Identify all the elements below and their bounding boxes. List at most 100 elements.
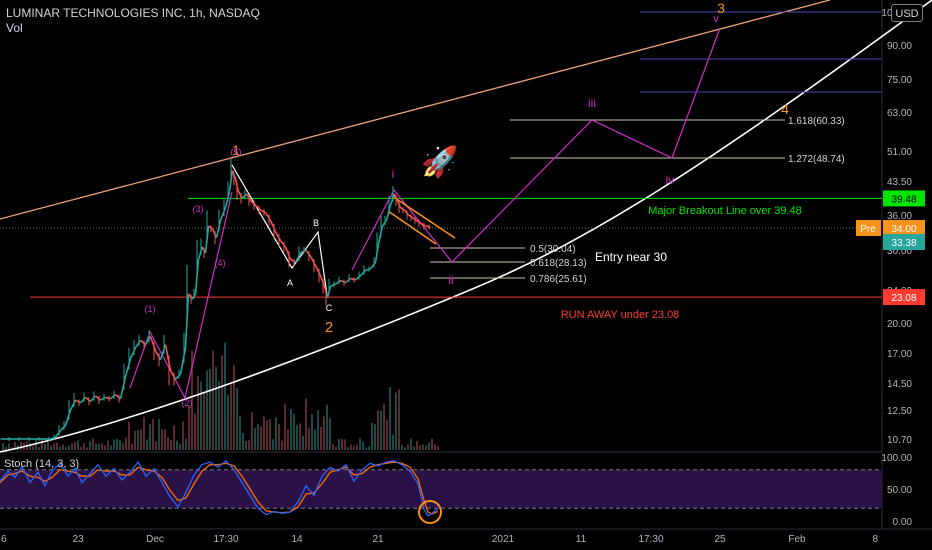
price-segment: [134, 339, 142, 349]
volume-bar: [293, 413, 295, 450]
volume-layer: [2, 342, 439, 450]
wave-minor-1: (1): [145, 304, 156, 314]
volume-bar: [290, 409, 292, 450]
volume-bar: [320, 426, 322, 450]
last-price-tag-bg: [883, 234, 925, 250]
wave-2-label: 2: [325, 319, 333, 336]
volume-bar: [284, 403, 286, 450]
price-segment: [269, 220, 277, 233]
price-segment: [164, 344, 172, 371]
price-segment: [179, 347, 187, 375]
volume-bar: [281, 440, 283, 450]
price-segment: [119, 376, 127, 399]
volume-bar: [410, 438, 412, 450]
volume-bar: [287, 429, 289, 450]
rocket-icon: 🚀: [421, 144, 458, 179]
abc-c-label: C: [326, 303, 333, 313]
price-segment: [340, 279, 346, 284]
volume-bar: [335, 446, 337, 450]
price-segment: [264, 212, 272, 221]
volume-bar: [119, 440, 121, 450]
volume-bar: [227, 394, 229, 450]
volume-bar: [56, 442, 58, 450]
volume-bar: [80, 446, 82, 450]
volume-bar: [314, 429, 316, 450]
volume-bar: [158, 419, 160, 450]
volume-bar: [269, 419, 271, 450]
volume-bar: [167, 437, 169, 450]
stoch-band: [0, 469, 882, 509]
volume-bar: [110, 445, 112, 450]
volume-bar: [353, 445, 355, 450]
price-tick-label: 20.00: [887, 319, 912, 330]
price-tick-label: 63.00: [887, 108, 912, 119]
volume-bar: [422, 444, 424, 450]
time-tick-label: 8: [872, 534, 878, 545]
volume-bar: [326, 404, 328, 450]
price-segment: [365, 268, 371, 271]
volume-bar: [140, 429, 142, 450]
price-segment: [369, 261, 377, 270]
volume-bar: [92, 438, 94, 450]
volume-bar: [224, 342, 226, 450]
volume-bar: [188, 405, 190, 450]
price-segment: [335, 279, 341, 285]
volume-bar: [359, 438, 361, 450]
breakout-price-tag: 39.48: [891, 194, 916, 205]
volume-bar: [62, 444, 64, 450]
volume-bar: [248, 440, 250, 450]
price-segment: [314, 265, 322, 277]
price-segment: [359, 269, 367, 277]
channel-top: [391, 195, 456, 239]
price-segment: [129, 347, 137, 359]
runaway-price-tag: 23.08: [891, 293, 916, 304]
price-segment: [294, 252, 302, 263]
volume-bar: [392, 434, 394, 450]
volume-bar: [266, 420, 268, 450]
volume-bar: [20, 441, 22, 450]
volume-bar: [161, 429, 163, 450]
volume-bar: [194, 413, 196, 450]
price-segment: [105, 396, 111, 400]
volume-bar: [95, 443, 97, 450]
volume-bar: [101, 443, 103, 450]
chart-header: LUMINAR TECHNOLOGIES INC, 1h, NASDAQ Vol: [6, 6, 260, 36]
support-curve: [0, 0, 932, 453]
volume-bar: [332, 444, 334, 450]
volume-label: Vol: [6, 21, 23, 35]
price-segment: [169, 370, 177, 380]
volume-bar: [404, 447, 406, 450]
volume-bar: [32, 446, 34, 450]
volume-bar: [53, 443, 55, 450]
time-tick-label: Feb: [788, 534, 806, 545]
volume-bar: [209, 368, 211, 450]
stoch-k-line: [0, 459, 439, 517]
currency-button[interactable]: USD: [891, 4, 923, 22]
volume-bar: [239, 416, 241, 450]
upper-trendline: [0, 0, 831, 220]
price-segment: [94, 395, 102, 401]
fib-label: 0.618(28.13): [530, 258, 587, 269]
price-tick-label: 17.00: [887, 349, 912, 360]
volume-bar: [236, 387, 238, 450]
volume-bar: [65, 447, 67, 450]
volume-bar: [251, 412, 253, 450]
volume-bar: [38, 446, 40, 450]
channel-bottom: [387, 210, 437, 245]
volume-bar: [398, 389, 400, 450]
price-segment: [274, 231, 282, 242]
time-tick-label: 14: [291, 534, 303, 545]
volume-bar: [383, 404, 385, 450]
volume-bar: [299, 423, 301, 450]
volume-bar: [203, 392, 205, 450]
price-segment: [309, 255, 317, 266]
premarket-price-tag: 34.00: [891, 224, 916, 235]
entry-label: Entry near 30: [595, 250, 667, 264]
volume-bar: [146, 439, 148, 450]
fib-label: 0.786(25.61): [530, 274, 587, 285]
wave-sub-ii: ii: [448, 273, 453, 287]
volume-bar: [344, 439, 346, 450]
volume-bar: [416, 440, 418, 450]
price-segment: [84, 396, 92, 403]
time-tick-label: 17:30: [213, 534, 238, 545]
